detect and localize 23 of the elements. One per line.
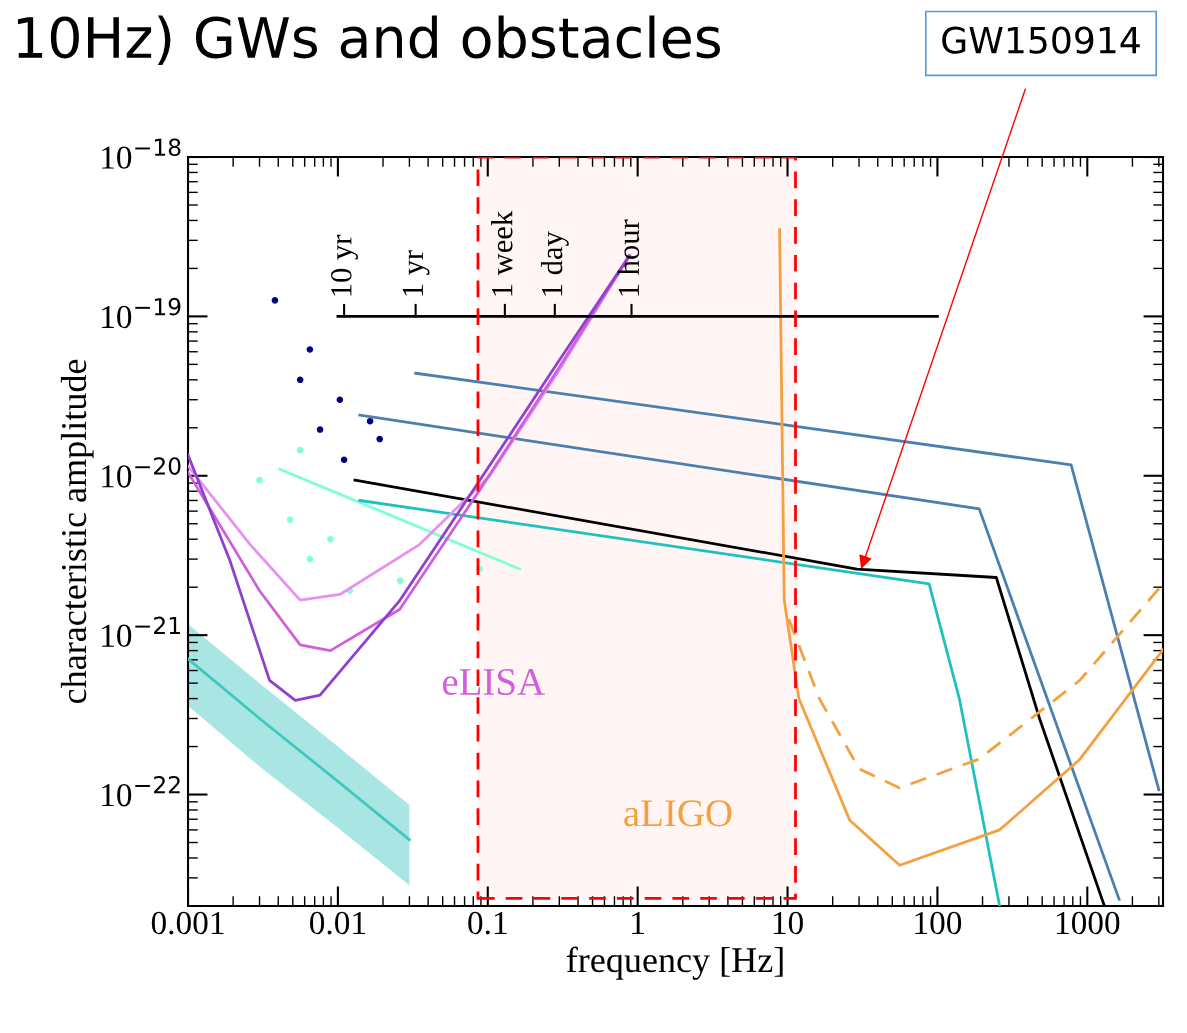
- x-tick-label: 10: [773, 911, 803, 935]
- annotation: GW150914: [942, 26, 1140, 54]
- annotation: 1 yr: [402, 250, 430, 296]
- x-tick-label: 1000: [1056, 911, 1120, 935]
- y-tick-label: 10$^{−20}$: [102, 457, 181, 488]
- x-tick-label: 100: [915, 911, 962, 935]
- text: aLIGO: [624, 800, 732, 827]
- y-axis-title: characteristic amplitude: [60, 359, 94, 704]
- x-tick-label: 0.1: [468, 911, 507, 935]
- annotation: 1 hour: [617, 219, 640, 296]
- annotation: 1 day: [540, 231, 569, 296]
- chart-title: 10Hz) GWs and obstacles: [17, 15, 721, 66]
- x-tick-label: 0.01: [310, 911, 366, 935]
- y-tick-label: 10$^{−22}$: [102, 775, 180, 807]
- x-tick-label: 0.001: [151, 911, 224, 935]
- y-tick-label: 10$^{−21}$: [102, 616, 180, 648]
- y-tick-label: 10$^{−19}$: [102, 297, 181, 329]
- x-axis-title: frequency [Hz]: [566, 946, 783, 980]
- annotation: 1 week: [491, 210, 513, 296]
- annotation: 10 yr: [331, 234, 358, 296]
- series-label: eLISA: [442, 668, 545, 696]
- x-tick-label: 1: [632, 911, 644, 934]
- y-tick-label: 10$^{−18}$: [102, 138, 181, 169]
